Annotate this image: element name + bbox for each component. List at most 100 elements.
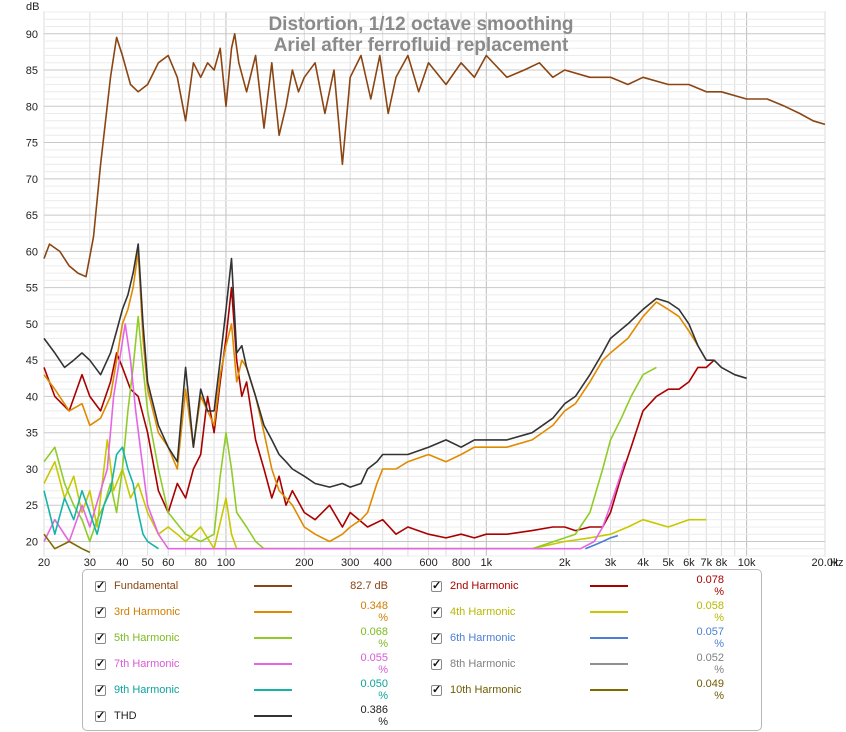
series-2nd-harmonic (43, 286, 715, 539)
x-tick-label: 7k (700, 557, 712, 569)
distortion-chart: 20 25 30 35 40 45 50 55 60 65 70 75 80 85 90 20 30 40 50 6… (26, 1, 844, 569)
x-tick-label: 200 (295, 557, 313, 569)
legend-swatch (590, 637, 628, 639)
legend-value: 0.055 % (360, 652, 388, 676)
x-tick-label: 80 (195, 557, 207, 569)
legend-label: 8th Harmonic (450, 658, 516, 670)
legend-item: 4th Harmonic 0.058 % (431, 600, 724, 624)
legend-label: 9th Harmonic (114, 684, 180, 696)
chart-subtitle: Ariel after ferrofluid replacement (274, 35, 569, 56)
y-tick-label: 70 (26, 174, 38, 186)
legend: Fundamental 82.7 dB 2nd Harmonic 0.078 % 3rd… (82, 569, 762, 731)
legend-item: THD 0.386 % (95, 704, 388, 728)
legend-swatch (590, 663, 628, 665)
legend-swatch (590, 585, 628, 587)
legend-checkbox[interactable] (431, 683, 442, 696)
x-tick-label: 50 (141, 557, 153, 569)
y-axis-unit: dB (26, 1, 39, 13)
series-7th-harmonic (43, 323, 626, 550)
y-tick-label: 75 (26, 138, 38, 150)
legend-value: 0.058 % (696, 600, 724, 624)
series-4th-harmonic (43, 439, 707, 550)
x-tick-label: 4k (637, 557, 649, 569)
series-5th-harmonic (43, 315, 657, 550)
x-tick-label: 40 (116, 557, 128, 569)
legend-value: 0.348 % (360, 600, 388, 624)
legend-label: 5th Harmonic (114, 632, 180, 644)
x-tick-label: 30 (84, 557, 96, 569)
legend-label: 2nd Harmonic (450, 580, 519, 592)
x-tick-label: 8k (716, 557, 728, 569)
legend-swatch (254, 611, 292, 613)
legend-swatch (254, 689, 292, 691)
x-tick-label: 800 (452, 557, 470, 569)
y-tick-label: 20 (26, 536, 38, 548)
x-tick-label: 6k (683, 557, 695, 569)
legend-value: 0.078 % (696, 574, 724, 598)
y-tick-label: 30 (26, 464, 38, 476)
series-3rd-harmonic (43, 250, 699, 543)
legend-checkbox[interactable] (431, 579, 442, 592)
x-tick-label: 10k (738, 557, 756, 569)
y-tick-label: 45 (26, 355, 38, 367)
y-tick-label: 25 (26, 500, 38, 512)
x-tick-label: 1k (480, 557, 492, 569)
x-axis-unit: Hz (830, 557, 843, 569)
legend-item: 5th Harmonic 0.068 % (95, 626, 388, 650)
legend-value: 0.052 % (696, 652, 724, 676)
legend-value: 0.057 % (696, 626, 724, 650)
legend-label: THD (114, 710, 137, 722)
x-tick-label: 20 (38, 557, 50, 569)
legend-value: 0.050 % (360, 678, 388, 702)
chart-title: Distortion, 1/12 octave smoothing (268, 14, 573, 35)
legend-label: 3rd Harmonic (114, 606, 181, 618)
grid (43, 11, 826, 557)
x-tick-label: 5k (662, 557, 674, 569)
y-tick-label: 50 (26, 319, 38, 331)
legend-value: 0.386 % (360, 704, 388, 728)
legend-checkbox[interactable] (95, 709, 106, 722)
legend-swatch (254, 715, 292, 717)
legend-checkbox[interactable] (431, 605, 442, 618)
legend-checkbox[interactable] (95, 631, 106, 644)
y-tick-label: 40 (26, 391, 38, 403)
legend-label: 6th Harmonic (450, 632, 516, 644)
x-tick-label: 100 (217, 557, 235, 569)
y-tick-labels: 20 25 30 35 40 45 50 55 60 65 70 75 80 85 90 (26, 29, 38, 549)
series-10th-harmonic (43, 533, 91, 554)
legend-label: Fundamental (114, 580, 179, 592)
legend-checkbox[interactable] (95, 579, 106, 592)
legend-item: 8th Harmonic 0.052 % (431, 652, 724, 676)
y-tick-label: 65 (26, 210, 38, 222)
legend-checkbox[interactable] (431, 657, 442, 670)
legend-item: 3rd Harmonic 0.348 % (95, 600, 388, 624)
legend-item: 2nd Harmonic 0.078 % (431, 574, 724, 598)
y-tick-label: 85 (26, 65, 38, 77)
legend-checkbox[interactable] (95, 683, 106, 696)
legend-item: 6th Harmonic 0.057 % (431, 626, 724, 650)
series-lines (43, 33, 826, 554)
y-tick-label: 55 (26, 283, 38, 295)
legend-label: 10th Harmonic (450, 684, 522, 696)
x-tick-label: 3k (605, 557, 617, 569)
legend-item: 10th Harmonic 0.049 % (431, 678, 724, 702)
series-fundamental (43, 33, 826, 278)
x-tick-label: 2k (559, 557, 571, 569)
legend-swatch (254, 663, 292, 665)
legend-checkbox[interactable] (95, 605, 106, 618)
legend-checkbox[interactable] (95, 657, 106, 670)
x-tick-label: 20.0k (812, 557, 839, 569)
series-6th-harmonic (585, 534, 619, 550)
plot-area (43, 11, 826, 557)
legend-checkbox[interactable] (431, 631, 442, 644)
x-tick-label: 60 (162, 557, 174, 569)
series-thd (43, 243, 747, 488)
legend-swatch (590, 689, 628, 691)
y-tick-label: 90 (26, 29, 38, 41)
legend-label: 4th Harmonic (450, 606, 516, 618)
x-tick-label: 300 (341, 557, 359, 569)
legend-label: 7th Harmonic (114, 658, 180, 670)
legend-item: 9th Harmonic 0.050 % (95, 678, 388, 702)
series-9th-harmonic (43, 446, 159, 550)
y-tick-label: 80 (26, 101, 38, 113)
